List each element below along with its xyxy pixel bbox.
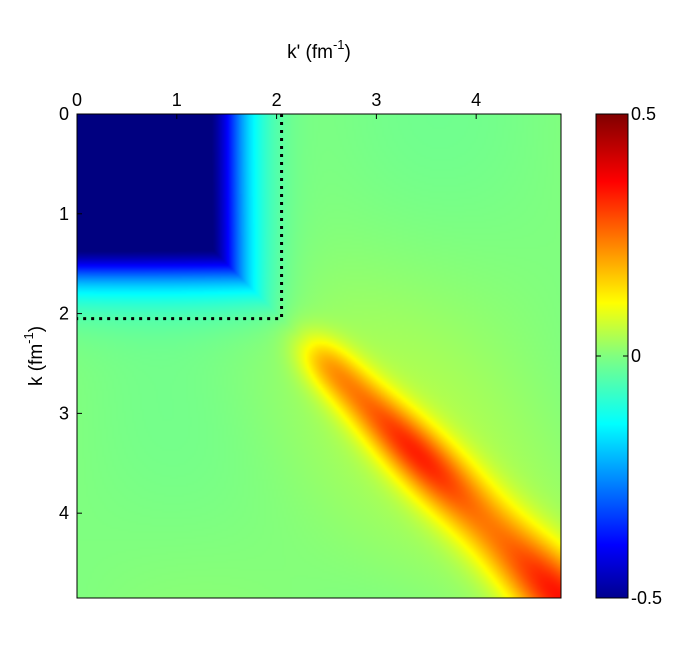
x-axis-label-base: k' (fm <box>287 42 333 63</box>
colorbar-tick-label: -0.5 <box>631 588 662 608</box>
x-tick-label: 3 <box>371 90 381 110</box>
y-tick-label: 1 <box>59 204 69 224</box>
y-axis-ticks: 0 1 2 3 4 <box>59 104 82 523</box>
x-axis-ticks: 0 1 2 3 4 <box>72 90 481 119</box>
y-tick-label: 3 <box>59 403 69 423</box>
y-tick-label: 2 <box>59 304 69 324</box>
colorbar-tick-label: 0.5 <box>631 104 656 124</box>
x-axis-label-sup: -1 <box>333 37 345 52</box>
heatmap <box>77 114 561 598</box>
x-tick-label: 2 <box>272 90 282 110</box>
colorbar-tick-label: 0 <box>631 346 641 366</box>
x-tick-label: 4 <box>471 90 481 110</box>
y-axis-label-close: ) <box>26 326 47 332</box>
y-axis-label-base: k (fm <box>26 344 47 386</box>
x-tick-label: 0 <box>72 90 82 110</box>
heatmap-image <box>77 114 561 598</box>
colorbar-ticks: 0.5 0 -0.5 <box>596 104 662 608</box>
x-axis-label-close: ) <box>345 42 351 63</box>
plot-frame <box>76 113 562 599</box>
y-tick-label: 4 <box>59 503 69 523</box>
x-tick-label: 1 <box>172 90 182 110</box>
y-axis-label-sup: -1 <box>21 332 36 344</box>
y-tick-label: 0 <box>59 104 69 124</box>
y-axis-label: k (fm-1) <box>21 326 47 386</box>
colorbar: 0.5 0 -0.5 <box>595 104 662 608</box>
x-axis-label: k' (fm-1) <box>287 37 351 63</box>
